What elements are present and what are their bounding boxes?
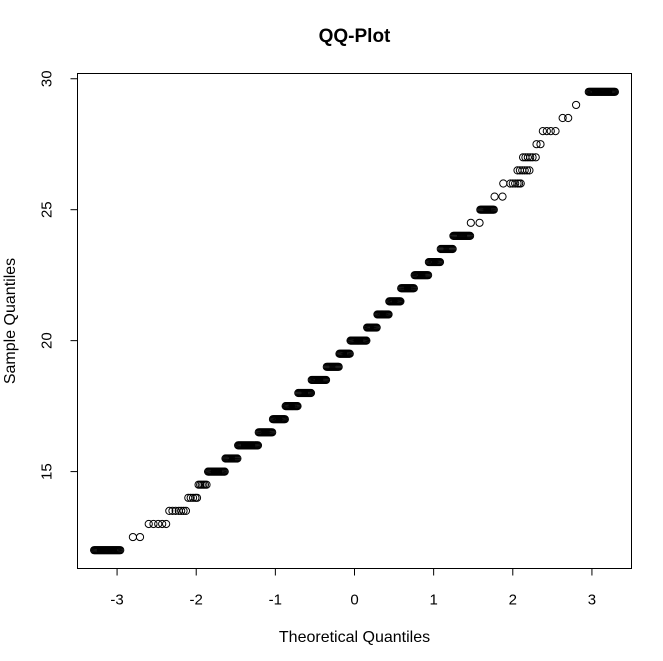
data-point: [116, 546, 125, 555]
data-point: [202, 480, 211, 489]
data-point: [531, 153, 540, 162]
data-point: [508, 179, 517, 188]
y-tick-label: 25: [39, 201, 56, 218]
plot-frame: [77, 73, 632, 569]
data-point: [177, 506, 186, 515]
data-point: [280, 415, 289, 424]
data-point: [188, 493, 198, 502]
data-point: [528, 153, 537, 162]
data-point: [525, 166, 534, 175]
data-point: [572, 100, 581, 110]
data-point: [253, 441, 263, 450]
x-tick-label: -1: [269, 592, 282, 609]
data-point: [384, 310, 393, 319]
data-point: [564, 113, 573, 123]
data-point: [448, 244, 457, 254]
data-point: [181, 506, 191, 515]
data-point: [165, 506, 174, 515]
data-point: [511, 179, 520, 188]
data-point: [220, 467, 229, 476]
data-point: [168, 506, 177, 515]
x-axis: -3 -2 -1 0 1 2 3: [110, 568, 596, 609]
data-point: [158, 519, 167, 529]
data-point: [233, 454, 242, 463]
data-point: [490, 192, 499, 201]
data-point: [409, 284, 418, 293]
data-point: [149, 519, 158, 529]
data-points: [90, 87, 619, 555]
data-point: [306, 388, 316, 398]
data-point: [465, 231, 475, 240]
data-point: [186, 493, 195, 502]
x-axis-label: Theoretical Quantiles: [279, 629, 430, 646]
y-tick-label: 30: [39, 70, 56, 87]
data-point: [532, 140, 541, 149]
data-point: [526, 153, 535, 162]
data-point: [536, 140, 545, 149]
x-tick-label: 3: [588, 592, 596, 609]
chart-title: QQ-Plot: [319, 26, 391, 47]
data-point: [516, 179, 525, 188]
data-point: [542, 127, 551, 136]
data-point: [610, 87, 619, 96]
data-point: [551, 127, 560, 136]
data-point: [558, 113, 567, 123]
data-point: [489, 205, 498, 214]
y-axis-label: Sample Quantiles: [2, 258, 19, 384]
y-axis: 15 20 25 30: [39, 70, 78, 480]
data-point: [362, 336, 371, 345]
x-tick-label: -3: [110, 592, 123, 609]
data-point: [128, 532, 137, 542]
data-point: [345, 349, 354, 358]
data-point: [523, 153, 532, 162]
data-point: [144, 519, 153, 529]
data-point: [268, 428, 277, 437]
data-point: [435, 257, 445, 267]
data-point: [293, 402, 302, 411]
data-point: [192, 493, 202, 502]
data-point: [522, 166, 532, 175]
x-tick-label: 1: [429, 592, 437, 609]
data-point: [498, 192, 507, 201]
data-point: [466, 218, 475, 227]
x-tick-label: 0: [350, 592, 358, 609]
data-point: [520, 166, 529, 175]
data-point: [424, 271, 433, 280]
data-point: [179, 506, 188, 515]
y-tick-label: 20: [39, 332, 56, 349]
data-point: [396, 297, 405, 306]
y-tick-label: 15: [39, 463, 56, 480]
data-point: [372, 323, 381, 332]
x-tick-label: -2: [190, 592, 203, 609]
data-point: [538, 127, 547, 136]
data-point: [154, 519, 163, 529]
data-point: [135, 532, 145, 542]
data-point: [475, 218, 484, 227]
data-point: [321, 375, 331, 385]
x-tick-label: 2: [509, 592, 517, 609]
data-point: [171, 506, 180, 515]
data-point: [334, 362, 343, 371]
data-point: [499, 179, 508, 188]
data-point: [546, 127, 555, 136]
data-point: [162, 519, 171, 529]
